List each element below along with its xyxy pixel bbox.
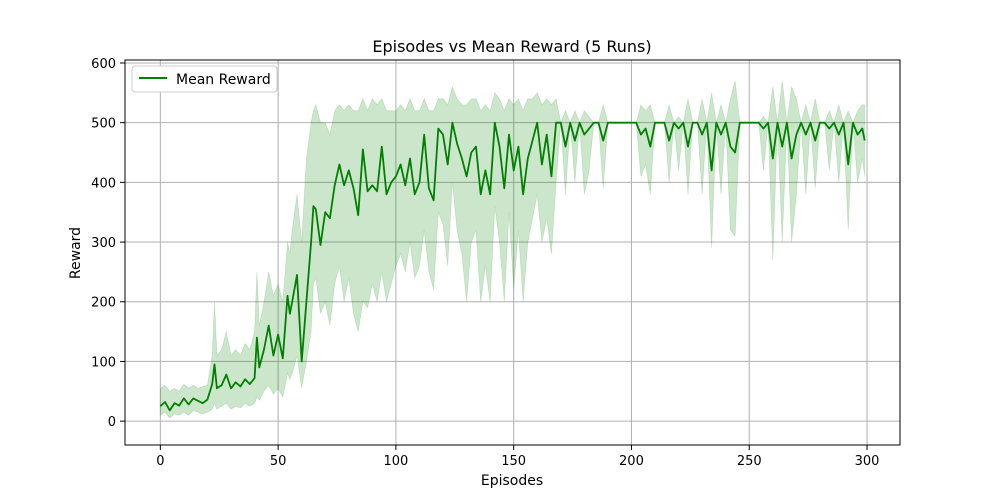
x-tick-label: 300 <box>855 454 880 469</box>
x-tick-label: 0 <box>156 454 164 469</box>
x-tick-label: 50 <box>270 454 287 469</box>
x-tick-label: 150 <box>501 454 526 469</box>
confidence-band <box>159 80 866 419</box>
y-tick-label: 300 <box>91 236 116 251</box>
y-axis-label: Reward <box>68 227 84 279</box>
y-tick-label: 400 <box>91 176 116 191</box>
y-tick-label: 0 <box>108 415 116 430</box>
legend-label: Mean Reward <box>176 72 271 88</box>
mean-reward-line <box>159 121 866 412</box>
x-tick-label: 250 <box>737 454 762 469</box>
mean-reward-series <box>159 121 866 412</box>
y-tick-label: 600 <box>91 57 116 72</box>
x-axis-label: Episodes <box>481 473 543 489</box>
y-tick-label: 500 <box>91 117 116 132</box>
axes-frame <box>124 59 901 446</box>
x-axis-ticks: 0 50 100 150 200 250 300 <box>156 445 879 469</box>
x-tick-label: 200 <box>619 454 644 469</box>
legend-box <box>131 65 278 93</box>
chart-title: Episodes vs Mean Reward (5 Runs) <box>372 37 651 56</box>
legend: Mean Reward <box>131 65 278 93</box>
y-tick-label: 200 <box>91 296 116 311</box>
y-tick-label: 100 <box>91 355 116 370</box>
grid <box>125 60 900 445</box>
x-tick-label: 100 <box>383 454 408 469</box>
y-axis-ticks: 0 100 200 300 400 500 600 <box>91 57 125 430</box>
std-band <box>159 80 866 419</box>
